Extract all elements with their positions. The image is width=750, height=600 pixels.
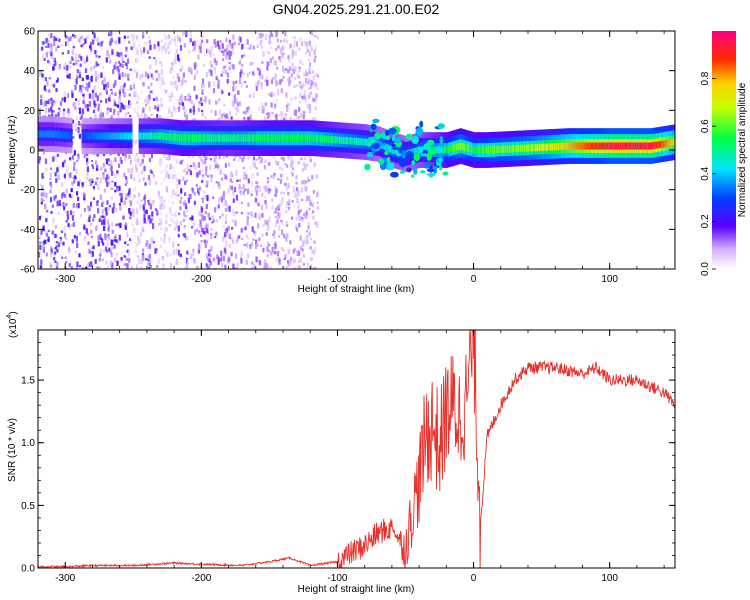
colorbar-tick-label: 0.0 xyxy=(700,262,711,276)
colorbar: 0.0 0.2 0.4 0.6 0.8 Normalized spectral ampl… xyxy=(700,31,748,276)
y-tick-label: -60 xyxy=(21,265,36,276)
x-tick-label: -200 xyxy=(191,274,211,285)
colorbar-tick-label: 0.6 xyxy=(700,119,711,133)
colorbar-tick-label: 0.2 xyxy=(700,214,711,228)
figure-title: GN04.2025.291.21.00.E02 xyxy=(273,1,440,17)
x-tick-label: 100 xyxy=(601,274,618,285)
y-tick-label: 0.0 xyxy=(21,564,35,575)
x-tick-label: 0 xyxy=(471,274,477,285)
snr-y-multiplier-exp: 4 xyxy=(6,315,13,319)
colorbar-label: Normalized spectral amplitude xyxy=(737,82,748,217)
snr-frame xyxy=(37,329,676,569)
y-tick-label: -20 xyxy=(21,185,36,196)
x-tick-label: -300 xyxy=(55,274,75,285)
spectrogram-x-label: Height of straight line (km) xyxy=(298,284,415,295)
y-tick-label: -40 xyxy=(21,225,36,236)
snr-panel: 0.0 0.5 1.0 1.5 -300 -200 -100 0 100 Height of … xyxy=(6,311,676,595)
svg-text:(x104): (x104) xyxy=(6,311,19,338)
x-tick-label: 0 xyxy=(471,573,477,584)
spectrogram-panel: 60 40 20 0 -20 -40 -60 -300 -200 -100 0 100 Height… xyxy=(7,27,676,295)
colorbar-ticks: 0.0 0.2 0.4 0.6 0.8 xyxy=(700,71,716,276)
snr-y-ticks: 0.0 0.5 1.0 1.5 xyxy=(21,342,675,575)
x-tick-label: -200 xyxy=(191,573,211,584)
spectrogram-y-ticks: 60 40 20 0 -20 -40 -60 xyxy=(21,27,675,276)
spectrogram-x-ticks: -300 -200 -100 0 100 xyxy=(37,31,665,285)
snr-y-label: SNR (10 * v/v) xyxy=(7,418,18,482)
x-tick-label: -100 xyxy=(327,274,347,285)
snr-y-multiplier-base: (x10 xyxy=(8,318,19,338)
y-tick-label: 20 xyxy=(24,106,36,117)
x-tick-label: 100 xyxy=(601,573,618,584)
colorbar-gradient xyxy=(712,31,736,269)
y-tick-label: 0.5 xyxy=(21,501,35,512)
snr-y-multiplier: (x104) xyxy=(6,311,19,338)
y-tick-label: 1.0 xyxy=(21,438,35,449)
y-tick-label: 60 xyxy=(24,27,36,38)
colorbar-tick-label: 0.8 xyxy=(700,71,711,85)
snr-series-line xyxy=(38,330,675,568)
y-tick-label: 1.5 xyxy=(21,376,35,387)
spectrogram-y-label: Frequency (Hz) xyxy=(7,116,18,185)
snr-x-ticks: -300 -200 -100 0 100 xyxy=(37,330,665,584)
spectrogram-image xyxy=(38,31,675,269)
x-tick-label: -300 xyxy=(55,573,75,584)
x-tick-label: -100 xyxy=(327,573,347,584)
snr-x-label: Height of straight line (km) xyxy=(298,584,415,595)
spectrogram-ridge xyxy=(38,116,675,178)
y-tick-label: 0 xyxy=(29,146,35,157)
y-tick-label: 40 xyxy=(24,66,36,77)
colorbar-tick-label: 0.4 xyxy=(700,166,711,180)
